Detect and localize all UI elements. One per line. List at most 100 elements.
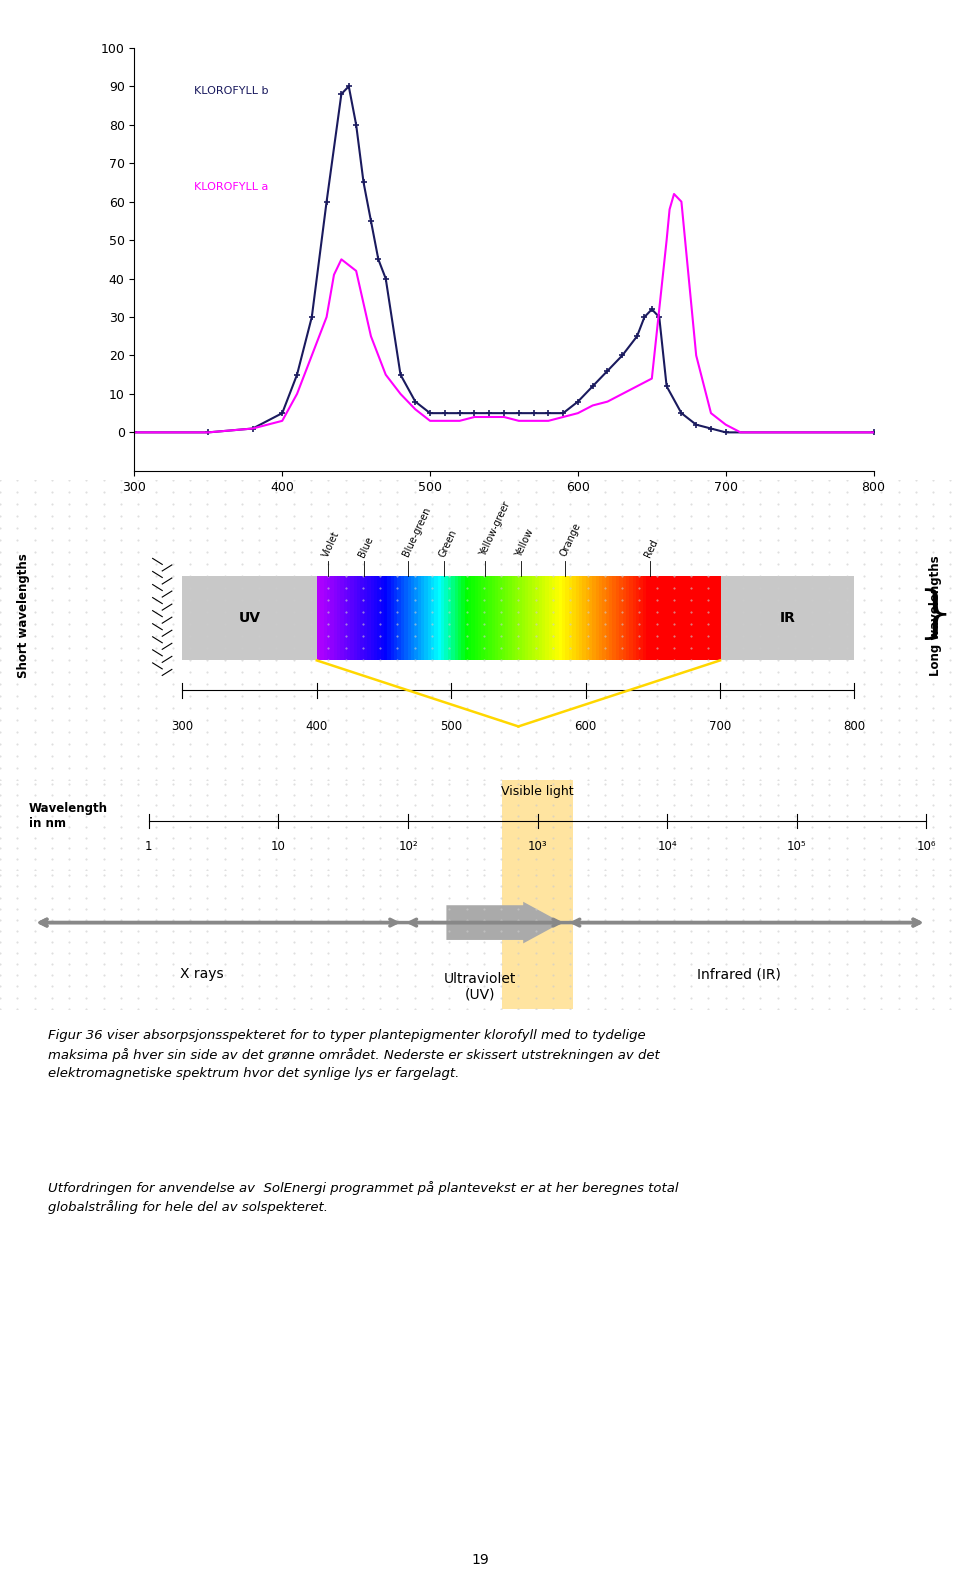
Text: UV: UV (239, 611, 260, 626)
Bar (707, 576, 710, 661)
Bar (689, 576, 694, 661)
Bar (662, 576, 667, 661)
Bar (622, 576, 627, 661)
Bar (461, 576, 466, 661)
Bar (428, 576, 432, 661)
Text: 10: 10 (271, 841, 286, 854)
Bar (340, 576, 345, 661)
Bar (599, 576, 603, 661)
Bar (716, 576, 721, 661)
Text: Visible light: Visible light (501, 785, 574, 798)
Bar (512, 576, 516, 661)
Bar (397, 576, 401, 661)
Bar (639, 576, 643, 661)
Text: Ultraviolet
(UV): Ultraviolet (UV) (444, 972, 516, 1002)
Text: Yellow: Yellow (514, 527, 536, 559)
Bar (371, 576, 374, 661)
Bar (367, 576, 372, 661)
Text: Blue-green: Blue-green (401, 506, 433, 559)
Bar (350, 576, 354, 661)
Bar (603, 576, 607, 661)
Bar (502, 870, 573, 1009)
Bar (703, 576, 708, 661)
Bar (468, 576, 472, 661)
Bar (609, 576, 613, 661)
Bar (509, 576, 513, 661)
Bar (505, 576, 509, 661)
Bar (619, 576, 624, 661)
Bar (643, 576, 647, 661)
Bar (324, 576, 327, 661)
FancyArrow shape (446, 902, 562, 943)
Bar (391, 576, 396, 661)
Bar (485, 576, 489, 661)
Bar (444, 576, 448, 661)
Bar (424, 576, 428, 661)
Bar (404, 576, 408, 661)
Bar (565, 576, 569, 661)
Bar (377, 576, 381, 661)
Bar (693, 576, 697, 661)
Bar (373, 576, 378, 661)
Bar (555, 576, 560, 661)
Text: 600: 600 (574, 720, 597, 734)
Text: Utfordringen for anvendelse av  SolEnergi programmet på plantevekst er at her be: Utfordringen for anvendelse av SolEnergi… (48, 1181, 679, 1215)
Bar (633, 576, 636, 661)
Text: 700: 700 (708, 720, 732, 734)
Bar (400, 576, 405, 661)
Bar (673, 576, 677, 661)
Bar (680, 576, 684, 661)
Bar (394, 576, 398, 661)
Text: Long wavelengths: Long wavelengths (929, 555, 943, 675)
Bar (525, 576, 529, 661)
Bar (666, 576, 670, 661)
Bar (562, 576, 566, 661)
Text: 1: 1 (145, 841, 153, 854)
Bar (579, 576, 583, 661)
Bar (330, 576, 334, 661)
Bar (646, 576, 651, 661)
Bar (407, 576, 412, 661)
Bar (518, 576, 522, 661)
Bar (364, 576, 368, 661)
Text: X rays: X rays (180, 967, 224, 982)
Bar (478, 576, 482, 661)
Bar (606, 576, 611, 661)
Bar (582, 576, 587, 661)
Bar (434, 576, 439, 661)
Bar (481, 576, 486, 661)
Bar (420, 576, 425, 661)
Bar (612, 576, 616, 661)
Text: 500: 500 (440, 720, 463, 734)
Text: KLOROFYLL b: KLOROFYLL b (194, 86, 268, 96)
Bar (649, 576, 654, 661)
Bar (536, 576, 540, 661)
Bar (522, 576, 526, 661)
Text: Infrared (IR): Infrared (IR) (697, 967, 781, 982)
Bar (334, 576, 338, 661)
Bar (495, 576, 499, 661)
Bar (471, 576, 476, 661)
Bar (501, 576, 506, 661)
Bar (431, 576, 435, 661)
Text: Green: Green (438, 527, 459, 559)
Bar (660, 576, 664, 661)
Bar (653, 576, 657, 661)
Bar (451, 576, 455, 661)
Bar (545, 576, 549, 661)
Text: 800: 800 (843, 720, 866, 734)
Bar (182, 576, 854, 661)
Bar (320, 576, 324, 661)
Text: 10⁴: 10⁴ (658, 841, 677, 854)
Bar (657, 576, 660, 661)
Bar (455, 576, 459, 661)
Bar (360, 576, 365, 661)
Bar (548, 576, 553, 661)
Text: 10⁵: 10⁵ (787, 841, 806, 854)
Text: 10²: 10² (398, 841, 418, 854)
Bar (447, 576, 452, 661)
Bar (326, 576, 331, 661)
Text: Short wavelengths: Short wavelengths (17, 554, 31, 678)
Bar (552, 576, 556, 661)
Bar (697, 576, 701, 661)
